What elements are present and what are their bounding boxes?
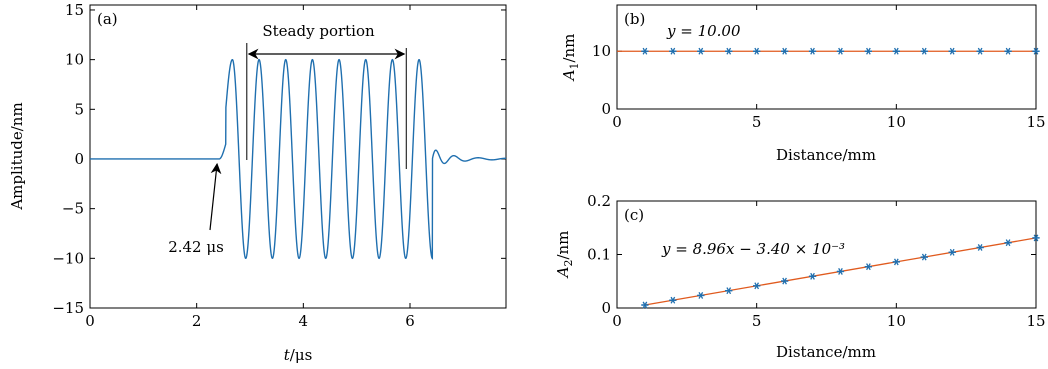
steady-portion-label: Steady portion: [262, 22, 375, 40]
panel-b-y-tick-label: 10: [592, 42, 611, 60]
panel-b-x-axis-label: Distance/mm: [776, 146, 876, 164]
panel-c-x-tick-label: 0: [612, 312, 622, 330]
panel-b-data-point: [1032, 47, 1040, 55]
panel-c-y-tick-label: 0.2: [587, 192, 611, 210]
panel-b-data-point: [920, 47, 928, 55]
panel-b-y-axis-unit: /nm: [560, 34, 578, 63]
panel-b-x-tick-label: 10: [887, 113, 906, 131]
panel-c-y-tick-label: 0: [601, 299, 611, 317]
panel-c-x-tick-label: 15: [1026, 312, 1045, 330]
panel-b-y-axis-label: A1/nm: [560, 34, 581, 83]
panel-b-data-point: [948, 47, 956, 55]
panel-b-x-tick-label: 5: [752, 113, 762, 131]
panel-c-x-axis-label: Distance/mm: [776, 343, 876, 361]
panel-b-data-point: [641, 47, 649, 55]
panel-c-data-point: [641, 301, 649, 309]
panel-c-data-point: [836, 268, 845, 275]
panel-b-data-point: [725, 47, 733, 55]
panel-a-x-tick-label: 4: [299, 312, 309, 330]
panel-a-y-tick-label: −5: [62, 200, 84, 218]
panel-b-data-point: [781, 47, 789, 55]
panel-b-data-point: [753, 47, 761, 55]
panel-a-x-axis-label: t/μs: [284, 346, 313, 364]
panel-c-y-axis-sub: 2: [562, 260, 575, 267]
panel-c-data-point: [669, 296, 677, 304]
panel-c-y-axis-unit: /nm: [554, 231, 572, 260]
panel-a-x-axis-var: t: [284, 346, 291, 364]
panel-b-fit-equation: y = 10.00: [666, 22, 741, 40]
panel-b-data-point: [836, 47, 845, 55]
panel-c-label: (c): [624, 206, 644, 224]
panel-c: (c) 0 5 10 15 0 0.1 0.2 y = 8.96x − 3.40 × 10⁻…: [554, 192, 1046, 361]
panel-b-frame: [616, 4, 1037, 110]
panel-a-y-tick-label: 10: [65, 51, 84, 69]
panel-c-y-axis-label: A2/nm: [554, 231, 575, 280]
panel-c-data-point: [781, 277, 789, 285]
panel-b-data-points: [641, 47, 1040, 55]
panel-c-x-tick-label: 10: [887, 312, 906, 330]
panel-c-data-point: [892, 258, 900, 266]
panel-c-data-points: [641, 234, 1040, 309]
panel-b-data-point: [864, 47, 872, 55]
panel-a-frame: [89, 4, 507, 309]
panel-b-y-tick-label: 0: [601, 100, 611, 118]
panel-c-y-tick-label: 0.1: [587, 246, 611, 264]
panel-b-y-axis-sub: 1: [568, 63, 581, 70]
panel-a-annotations: Steady portion 2.42 μs: [168, 22, 407, 256]
panel-c-data-point: [753, 282, 761, 290]
panel-c-data-point: [1032, 234, 1040, 242]
panel-a-ticks: 0 2 4 6 −15 −10 −5 0 5 10 15: [52, 1, 506, 330]
panel-c-ticks: 0 5 10 15 0 0.1 0.2: [587, 192, 1045, 330]
panel-a-label: (a): [97, 10, 118, 28]
panel-c-data-point: [697, 291, 705, 299]
panel-c-data-point: [725, 287, 733, 295]
panel-a-y-tick-label: 5: [74, 100, 84, 118]
panel-a-y-tick-label: −15: [52, 299, 84, 317]
panel-c-y-axis-var: A: [554, 266, 572, 279]
panel-b-ticks: 0 5 10 15 0 10: [592, 5, 1046, 131]
onset-time-label: 2.42 μs: [168, 238, 224, 256]
panel-b: (b) 0 5 10 15 0 10 y = 10.00 Distance/mm A1/n…: [560, 4, 1046, 164]
panel-c-data-point: [808, 272, 817, 280]
panel-c-data-point: [948, 248, 956, 256]
panel-a-y-tick-label: −10: [52, 249, 84, 267]
panel-b-y-axis-var: A: [560, 69, 578, 82]
panel-c-fit-equation: y = 8.96x − 3.40 × 10⁻³: [661, 240, 845, 258]
panel-b-x-tick-label: 15: [1026, 113, 1045, 131]
panel-a-x-axis-unit: /μs: [290, 346, 313, 364]
panel-a-y-tick-label: 0: [74, 150, 84, 168]
panel-b-label: (b): [624, 10, 645, 28]
panel-a-x-tick-label: 0: [85, 312, 95, 330]
panel-b-data-point: [892, 47, 900, 55]
panel-b-x-tick-label: 0: [612, 113, 622, 131]
panel-a-signal-line: [90, 58, 506, 260]
panel-c-data-point: [976, 244, 984, 251]
panel-a: (a) 0 2 4 6 −15 −10 −5 0 5 10 15 Steady portion 2.…: [8, 1, 507, 364]
onset-arrow: [209, 162, 222, 231]
panel-a-y-axis-label: Amplitude/nm: [8, 102, 26, 210]
panel-c-data-point: [1004, 239, 1012, 247]
panel-a-y-tick-label: 15: [65, 1, 84, 19]
panel-b-data-point: [1004, 47, 1012, 55]
panel-a-x-tick-label: 2: [192, 312, 202, 330]
panel-c-x-tick-label: 5: [752, 312, 762, 330]
panel-b-data-point: [976, 47, 984, 55]
panel-b-data-point: [808, 47, 817, 55]
panel-c-data-point: [920, 253, 928, 261]
panel-b-data-point: [697, 47, 705, 55]
panel-b-data-point: [669, 47, 677, 55]
panel-a-x-tick-label: 6: [405, 312, 415, 330]
panel-c-data-point: [864, 263, 872, 271]
